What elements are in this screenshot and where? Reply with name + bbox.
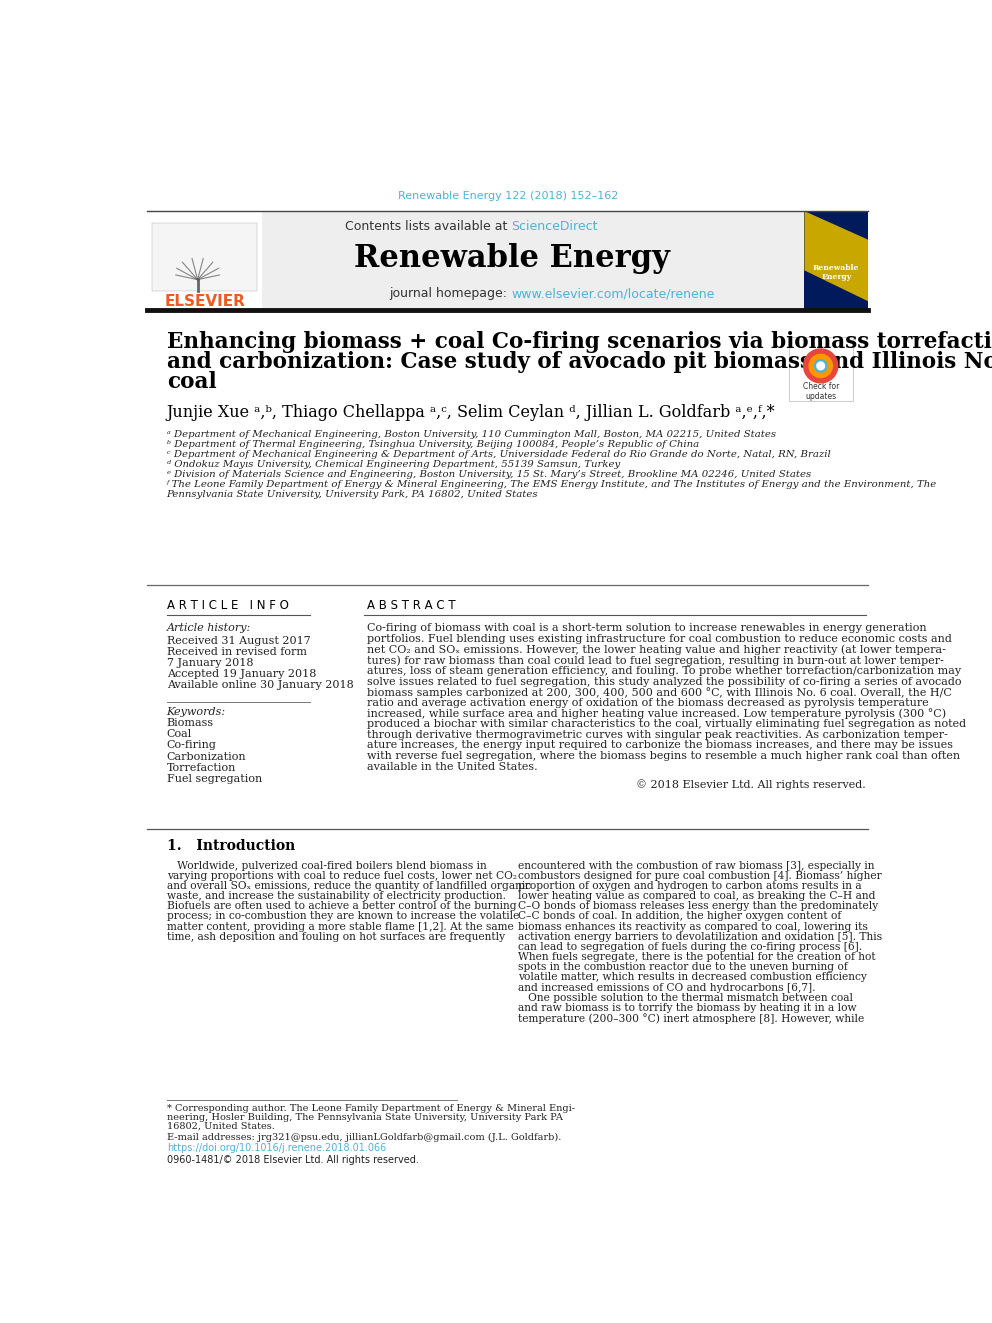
Text: 7 January 2018: 7 January 2018 [167, 658, 253, 668]
Text: through derivative thermogravimetric curves with singular peak reactivities. As : through derivative thermogravimetric cur… [367, 730, 947, 740]
Text: * Corresponding author. The Leone Family Department of Energy & Mineral Engi-: * Corresponding author. The Leone Family… [167, 1103, 574, 1113]
Text: net CO₂ and SOₓ emissions. However, the lower heating value and higher reactivit: net CO₂ and SOₓ emissions. However, the … [367, 644, 945, 655]
Bar [147, 212, 262, 308]
Text: A B S T R A C T: A B S T R A C T [367, 599, 455, 611]
Bar [147, 212, 868, 308]
Text: E-mail addresses: jrg321@psu.edu, jillianLGoldfarb@gmail.com (J.L. Goldfarb).: E-mail addresses: jrg321@psu.edu, jillia… [167, 1132, 561, 1142]
Circle shape [804, 349, 838, 382]
Text: and overall SOₓ emissions, reduce the quantity of landfilled organic: and overall SOₓ emissions, reduce the qu… [167, 881, 531, 890]
Text: Biofuels are often used to achieve a better control of the burning: Biofuels are often used to achieve a bet… [167, 901, 516, 912]
Text: Torrefaction: Torrefaction [167, 763, 236, 773]
Text: When fuels segregate, there is the potential for the creation of hot: When fuels segregate, there is the poten… [518, 953, 875, 962]
Text: Article history:: Article history: [167, 623, 251, 634]
Text: time, ash deposition and fouling on hot surfaces are frequently: time, ash deposition and fouling on hot … [167, 931, 505, 942]
Text: spots in the combustion reactor due to the uneven burning of: spots in the combustion reactor due to t… [518, 962, 847, 972]
Text: atures, loss of steam generation efficiency, and fouling. To probe whether torre: atures, loss of steam generation efficie… [367, 665, 960, 676]
Text: increased, while surface area and higher heating value increased. Low temperatur: increased, while surface area and higher… [367, 708, 945, 718]
Text: coal: coal [167, 370, 216, 393]
Text: biomass samples carbonized at 200, 300, 400, 500 and 600 °C, with Illinois No. 6: biomass samples carbonized at 200, 300, … [367, 687, 951, 697]
Text: C–C bonds of coal. In addition, the higher oxygen content of: C–C bonds of coal. In addition, the high… [518, 912, 841, 921]
Text: ratio and average activation energy of oxidation of the biomass decreased as pyr: ratio and average activation energy of o… [367, 697, 929, 708]
Text: lower heating value as compared to coal, as breaking the C–H and: lower heating value as compared to coal,… [518, 892, 875, 901]
Text: waste, and increase the sustainability of electricity production.: waste, and increase the sustainability o… [167, 892, 506, 901]
Text: One possible solution to the thermal mismatch between coal: One possible solution to the thermal mis… [518, 992, 853, 1003]
Text: C–O bonds of biomass releases less energy than the predominately: C–O bonds of biomass releases less energ… [518, 901, 878, 912]
Text: ature increases, the energy input required to carbonize the biomass increases, a: ature increases, the energy input requir… [367, 741, 952, 750]
Text: Accepted 19 January 2018: Accepted 19 January 2018 [167, 669, 316, 679]
Text: Worldwide, pulverized coal-fired boilers blend biomass in: Worldwide, pulverized coal-fired boilers… [167, 861, 486, 871]
Text: ELSEVIER: ELSEVIER [164, 294, 245, 308]
Text: © 2018 Elsevier Ltd. All rights reserved.: © 2018 Elsevier Ltd. All rights reserved… [636, 779, 866, 790]
Text: and raw biomass is to torrify the biomass by heating it in a low: and raw biomass is to torrify the biomas… [518, 1003, 856, 1013]
Text: biomass enhances its reactivity as compared to coal, lowering its: biomass enhances its reactivity as compa… [518, 922, 868, 931]
Text: neering, Hosler Building, The Pennsylvania State University, University Park PA: neering, Hosler Building, The Pennsylvan… [167, 1113, 562, 1122]
Text: matter content, providing a more stable flame [1,2]. At the same: matter content, providing a more stable … [167, 922, 514, 931]
Text: 0960-1481/© 2018 Elsevier Ltd. All rights reserved.: 0960-1481/© 2018 Elsevier Ltd. All right… [167, 1155, 419, 1164]
Text: 1.   Introduction: 1. Introduction [167, 839, 295, 853]
Text: Carbonization: Carbonization [167, 751, 246, 762]
Circle shape [814, 360, 827, 372]
Text: Contents lists available at: Contents lists available at [345, 220, 512, 233]
Text: ᶜ Department of Mechanical Engineering & Department of Arts, Universidade Federa: ᶜ Department of Mechanical Engineering &… [167, 450, 830, 459]
Text: available in the United States.: available in the United States. [367, 762, 538, 771]
Text: www.elsevier.com/locate/renene: www.elsevier.com/locate/renene [512, 287, 715, 300]
Text: and carbonization: Case study of avocado pit biomass and Illinois No. 6: and carbonization: Case study of avocado… [167, 351, 992, 373]
Text: can lead to segregation of fuels during the co-firing process [6].: can lead to segregation of fuels during … [518, 942, 862, 953]
Text: ᵇ Department of Thermal Engineering, Tsinghua University, Beijing 100084, People: ᵇ Department of Thermal Engineering, Tsi… [167, 441, 698, 448]
Text: Junjie Xue ᵃ,ᵇ, Thiago Chellappa ᵃ,ᶜ, Selim Ceylan ᵈ, Jillian L. Goldfarb ᵃ,ᵉ,ᶠ,: Junjie Xue ᵃ,ᵇ, Thiago Chellappa ᵃ,ᶜ, Se… [167, 405, 776, 421]
Text: temperature (200–300 °C) inert atmosphere [8]. However, while: temperature (200–300 °C) inert atmospher… [518, 1012, 864, 1024]
Text: Renewable Energy 122 (2018) 152–162: Renewable Energy 122 (2018) 152–162 [398, 191, 619, 201]
Text: Co-firing of biomass with coal is a short-term solution to increase renewables i: Co-firing of biomass with coal is a shor… [367, 623, 927, 634]
Text: Co-firing: Co-firing [167, 741, 216, 750]
Text: tures) for raw biomass than coal could lead to fuel segregation, resulting in bu: tures) for raw biomass than coal could l… [367, 655, 943, 665]
Bar [152, 224, 257, 291]
Text: Biomass: Biomass [167, 718, 213, 728]
Text: ᵈ Ondokuz Mayıs University, Chemical Engineering Department, 55139 Samsun, Turke: ᵈ Ondokuz Mayıs University, Chemical Eng… [167, 460, 620, 468]
Text: varying proportions with coal to reduce fuel costs, lower net CO₂: varying proportions with coal to reduce … [167, 871, 517, 881]
Text: Pennsylvania State University, University Park, PA 16802, United States: Pennsylvania State University, Universit… [167, 490, 539, 499]
Text: solve issues related to fuel segregation, this study analyzed the possibility of: solve issues related to fuel segregation… [367, 676, 961, 687]
Text: activation energy barriers to devolatilization and oxidation [5]. This: activation energy barriers to devolatili… [518, 931, 882, 942]
Text: with reverse fuel segregation, where the biomass begins to resemble a much highe: with reverse fuel segregation, where the… [367, 751, 959, 761]
Text: and increased emissions of CO and hydrocarbons [6,7].: and increased emissions of CO and hydroc… [518, 983, 815, 992]
Text: volatile matter, which results in decreased combustion efficiency: volatile matter, which results in decrea… [518, 972, 867, 983]
Text: Received in revised form: Received in revised form [167, 647, 307, 658]
Text: ᶠ The Leone Family Department of Energy & Mineral Engineering, The EMS Energy In: ᶠ The Leone Family Department of Energy … [167, 480, 936, 490]
Text: ᵉ Division of Materials Science and Engineering, Boston University, 15 St. Mary’: ᵉ Division of Materials Science and Engi… [167, 470, 810, 479]
Text: combustors designed for pure coal combustion [4]. Biomass’ higher: combustors designed for pure coal combus… [518, 871, 882, 881]
Text: portfolios. Fuel blending uses existing infrastructure for coal combustion to re: portfolios. Fuel blending uses existing … [367, 634, 951, 644]
Bar [805, 212, 868, 308]
Text: ᵃ Department of Mechanical Engineering, Boston University, 110 Cummington Mall, : ᵃ Department of Mechanical Engineering, … [167, 430, 776, 439]
Text: Fuel segregation: Fuel segregation [167, 774, 262, 785]
Text: Keywords:: Keywords: [167, 706, 226, 717]
Text: ScienceDirect: ScienceDirect [512, 220, 598, 233]
Text: A R T I C L E   I N F O: A R T I C L E I N F O [167, 599, 289, 611]
Text: journal homepage:: journal homepage: [390, 287, 512, 300]
Polygon shape [805, 212, 868, 302]
Circle shape [816, 363, 824, 369]
Text: proportion of oxygen and hydrogen to carbon atoms results in a: proportion of oxygen and hydrogen to car… [518, 881, 861, 890]
Text: process; in co-combustion they are known to increase the volatile: process; in co-combustion they are known… [167, 912, 519, 921]
Text: Received 31 August 2017: Received 31 August 2017 [167, 636, 310, 646]
Text: 16802, United States.: 16802, United States. [167, 1122, 275, 1130]
Text: produced a biochar with similar characteristics to the coal, virtually eliminati: produced a biochar with similar characte… [367, 720, 965, 729]
Text: Renewable
Energy: Renewable Energy [813, 265, 859, 282]
Text: Available online 30 January 2018: Available online 30 January 2018 [167, 680, 353, 691]
Circle shape [809, 355, 832, 377]
Text: Check for
updates: Check for updates [803, 381, 839, 401]
Text: encountered with the combustion of raw biomass [3], especially in: encountered with the combustion of raw b… [518, 861, 874, 871]
Text: Coal: Coal [167, 729, 191, 740]
FancyBboxPatch shape [789, 337, 852, 401]
Text: https://doi.org/10.1016/j.renene.2018.01.066: https://doi.org/10.1016/j.renene.2018.01… [167, 1143, 386, 1154]
Text: Renewable Energy: Renewable Energy [353, 243, 670, 274]
Text: Enhancing biomass + coal Co-firing scenarios via biomass torrefaction: Enhancing biomass + coal Co-firing scena… [167, 331, 992, 353]
